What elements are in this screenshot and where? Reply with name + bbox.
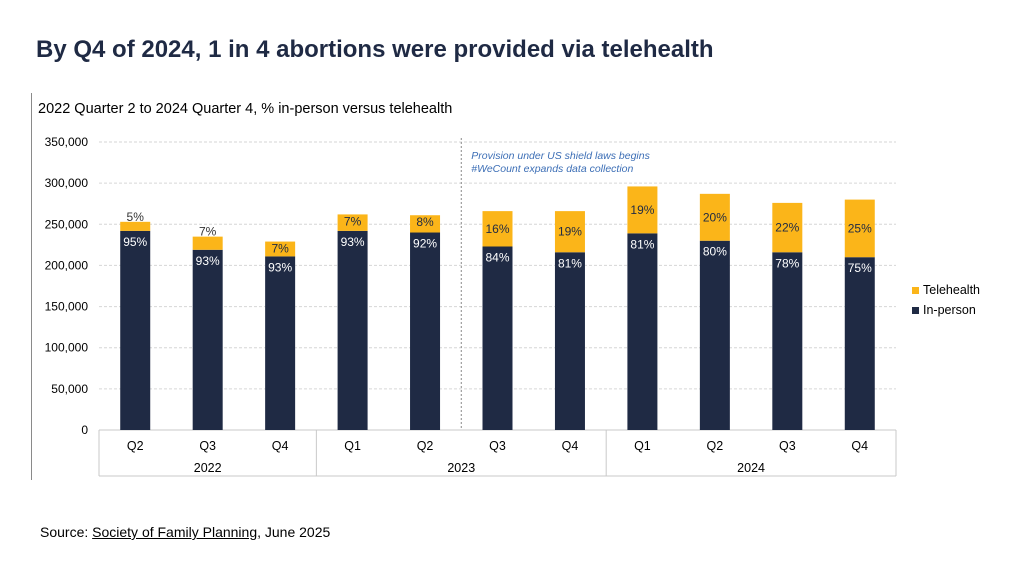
year-group-label: 2024 <box>737 461 765 475</box>
x-tick-label: Q4 <box>562 439 579 453</box>
in-person-data-label: 81% <box>558 256 582 270</box>
telehealth-data-label: 22% <box>775 221 799 235</box>
y-tick-label: 300,000 <box>45 176 89 190</box>
bar-telehealth <box>627 186 658 234</box>
bar-in-person <box>772 252 803 430</box>
telehealth-data-label: 7% <box>271 242 289 256</box>
y-tick-label: 50,000 <box>51 382 88 396</box>
in-person-data-label: 93% <box>341 235 365 249</box>
page-title: By Q4 of 2024, 1 in 4 abortions were pro… <box>36 36 714 63</box>
y-tick-label: 350,000 <box>45 135 89 149</box>
x-tick-label: Q1 <box>634 439 651 453</box>
bar-telehealth <box>265 241 296 257</box>
bar-telehealth <box>120 221 151 231</box>
source-link[interactable]: Society of Family Planning <box>92 524 258 540</box>
in-person-data-label: 78% <box>775 256 799 270</box>
bar-in-person <box>627 233 658 430</box>
bar-in-person <box>265 256 296 430</box>
telehealth-data-label: 19% <box>558 225 582 239</box>
bar-in-person <box>120 230 151 430</box>
x-tick-label: Q4 <box>272 439 289 453</box>
in-person-data-label: 75% <box>848 261 872 275</box>
x-tick-label: Q3 <box>199 439 216 453</box>
source-prefix: Source: <box>40 524 93 540</box>
chart-divider <box>31 93 32 480</box>
bar-in-person <box>554 252 585 430</box>
bar-telehealth <box>192 236 223 250</box>
in-person-data-label: 93% <box>196 254 220 268</box>
x-tick-label: Q4 <box>851 439 868 453</box>
annotation-text: Provision under US shield laws begins <box>471 150 650 162</box>
source-note: Source: Society of Family Planning, June… <box>40 524 330 540</box>
y-tick-label: 250,000 <box>45 217 89 231</box>
in-person-data-label: 81% <box>630 237 654 251</box>
bar-telehealth <box>410 215 441 233</box>
y-tick-label: 200,000 <box>45 258 89 272</box>
bar-telehealth <box>337 214 368 231</box>
in-person-data-label: 93% <box>268 260 292 274</box>
telehealth-data-label: 7% <box>199 225 217 239</box>
bar-in-person <box>337 230 368 430</box>
legend-swatch <box>912 307 919 314</box>
bar-telehealth <box>482 211 513 247</box>
x-tick-label: Q3 <box>779 439 796 453</box>
year-group-label: 2023 <box>447 461 475 475</box>
in-person-data-label: 92% <box>413 237 437 251</box>
legend-swatch <box>912 287 919 294</box>
y-tick-label: 100,000 <box>45 341 89 355</box>
telehealth-data-label: 8% <box>416 215 434 229</box>
bar-telehealth <box>699 193 730 241</box>
chart-title: 2022 Quarter 2 to 2024 Quarter 4, % in-p… <box>38 101 453 117</box>
legend-label: In-person <box>923 303 976 317</box>
bar-in-person <box>192 249 223 430</box>
bar-telehealth <box>554 211 585 253</box>
x-tick-label: Q3 <box>489 439 506 453</box>
y-tick-label: 0 <box>81 423 88 437</box>
x-tick-label: Q2 <box>417 439 434 453</box>
bar-in-person <box>482 246 513 430</box>
x-tick-label: Q2 <box>127 439 144 453</box>
year-group-label: 2022 <box>194 461 222 475</box>
x-tick-label: Q2 <box>707 439 724 453</box>
bar-in-person <box>410 232 441 430</box>
telehealth-data-label: 7% <box>344 214 362 228</box>
bar-in-person <box>844 257 875 430</box>
bar-telehealth <box>772 202 803 253</box>
source-suffix: , June 2025 <box>257 524 331 540</box>
x-tick-label: Q1 <box>344 439 361 453</box>
telehealth-data-label: 16% <box>485 222 509 236</box>
bar-in-person <box>699 240 730 430</box>
bar-telehealth <box>844 199 875 258</box>
y-tick-label: 150,000 <box>45 300 89 314</box>
telehealth-data-label: 25% <box>848 221 872 235</box>
legend-label: Telehealth <box>923 283 980 297</box>
in-person-data-label: 95% <box>123 235 147 249</box>
annotation-text: #WeCount expands data collection <box>471 163 633 175</box>
in-person-data-label: 84% <box>485 251 509 265</box>
telehealth-data-label: 5% <box>127 210 145 224</box>
telehealth-data-label: 20% <box>703 210 727 224</box>
in-person-data-label: 80% <box>703 245 727 259</box>
telehealth-data-label: 19% <box>630 203 654 217</box>
